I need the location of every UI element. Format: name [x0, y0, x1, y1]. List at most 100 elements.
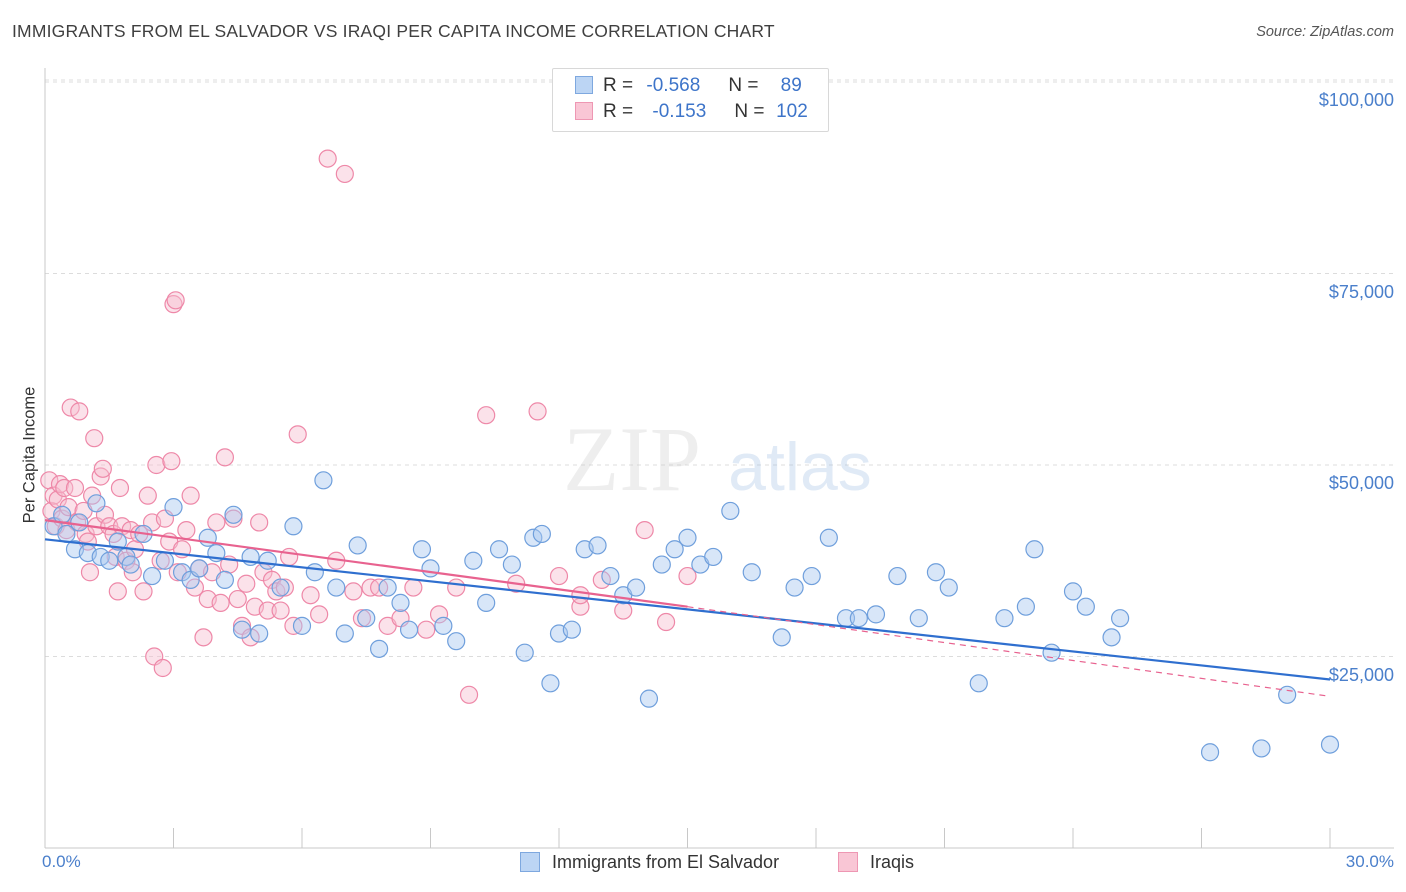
legend-n-value: 102	[776, 101, 808, 122]
iraqi-point	[275, 578, 294, 597]
gridlines	[45, 79, 1394, 657]
iraqi-point	[85, 429, 104, 448]
bottom-legend-swatch-blue	[520, 852, 540, 872]
el-salvador-point	[284, 517, 303, 536]
el-salvador-point	[665, 540, 684, 559]
iraqi-point	[288, 425, 307, 444]
iraqi-point	[177, 521, 196, 540]
el-salvador-point	[802, 566, 821, 586]
el-salvador-point	[626, 578, 646, 597]
iraqi-point	[318, 149, 337, 168]
el-salvador-point	[412, 540, 432, 559]
el-salvador-point	[190, 559, 209, 578]
legend-r-value: -0.568	[646, 75, 701, 96]
iraqi-point	[55, 478, 74, 498]
el-salvador-point	[562, 620, 581, 639]
el-salvador-point	[1025, 540, 1044, 559]
iraqi-point	[310, 605, 329, 624]
iraqi-point	[404, 578, 423, 597]
el-salvador-point	[588, 536, 607, 555]
iraqi-point	[656, 612, 676, 632]
el-salvador-point	[532, 524, 551, 544]
axes	[44, 68, 1394, 849]
iraqi-point	[528, 402, 547, 421]
y-tick-label: $50,000	[1328, 473, 1394, 493]
iraqi-point	[571, 586, 590, 605]
el-salvador-point	[464, 551, 483, 570]
iraqi-point	[65, 478, 85, 498]
legend-row-el-salvador: R = -0.568 N = 89	[575, 75, 802, 101]
watermark-zip: ZIP	[563, 408, 701, 510]
correlation-legend: R = -0.568 N = 89 R = -0.153 N = 102	[552, 68, 829, 132]
legend-n-label: N =	[734, 101, 765, 122]
iraqi-point	[181, 486, 200, 505]
el-salvador-point	[370, 639, 389, 658]
source-label: Source: ZipAtlas.com	[1256, 24, 1394, 40]
legend-r-label: R =	[603, 75, 634, 96]
el-salvador-point	[357, 609, 376, 628]
el-salvador-trend-line	[44, 538, 1331, 681]
el-salvador-point	[250, 624, 269, 643]
iraqi-point	[592, 570, 611, 590]
el-salvador-point	[164, 498, 183, 517]
iraqi-point	[80, 563, 100, 582]
el-salvador-point	[969, 674, 988, 693]
iraqi-point	[237, 574, 256, 593]
el-salvador-point	[121, 555, 140, 574]
el-salvador-point	[292, 616, 312, 635]
el-salvador-point	[100, 551, 119, 570]
iraqi-point	[224, 509, 243, 528]
iraqi-point	[162, 452, 181, 471]
iraqi-point	[344, 582, 363, 601]
el-salvador-point	[70, 513, 89, 532]
legend-row-iraqis: R = -0.153 N = 102	[575, 101, 808, 127]
iraqi-point	[280, 547, 299, 567]
iraqi-point	[70, 402, 89, 421]
el-salvador-point	[1063, 582, 1083, 601]
iraqi-point	[147, 455, 166, 475]
iraqi-point	[194, 628, 213, 647]
el-salvador-point	[314, 471, 333, 490]
bottom-legend-el-salvador: Immigrants from El Salvador	[520, 852, 779, 873]
x-tick-label-max: 30.0%	[1345, 852, 1394, 871]
y-tick-label: $25,000	[1328, 664, 1394, 685]
el-salvador-point	[772, 628, 791, 647]
bottom-legend-swatch-pink	[838, 852, 858, 872]
el-salvador-point	[721, 501, 740, 521]
bottom-legend-label: Iraqis	[870, 852, 915, 872]
el-salvador-point	[995, 609, 1014, 628]
iraqi-point	[153, 658, 172, 678]
iraqi-point	[93, 459, 112, 478]
iraqi-point	[335, 164, 354, 184]
el-salvador-point	[142, 566, 162, 586]
el-salvador-point	[91, 547, 110, 567]
el-salvador-point	[224, 505, 243, 524]
iraqi-point	[477, 406, 496, 425]
el-salvador-point	[652, 555, 671, 574]
iraqi-point	[134, 582, 153, 601]
iraqi-point	[215, 448, 234, 467]
el-salvador-point	[502, 555, 521, 574]
iraqi-point	[108, 582, 127, 601]
legend-swatch-pink	[575, 102, 593, 120]
el-salvador-point	[524, 528, 543, 547]
el-salvador-point	[215, 570, 234, 590]
el-salvador-point	[348, 536, 367, 555]
el-salvador-point	[258, 551, 277, 570]
el-salvador-point	[305, 563, 324, 582]
bottom-legend-iraqis: Iraqis	[838, 852, 914, 873]
el-salvador-point	[819, 528, 838, 547]
el-salvador-point	[704, 547, 723, 567]
el-salvador-point	[1111, 609, 1130, 628]
el-salvador-point	[601, 566, 620, 586]
iraqi-point	[250, 513, 269, 532]
el-salvador-point	[489, 540, 509, 559]
bottom-legend-label: Immigrants from El Salvador	[552, 852, 780, 872]
iraqi-point	[429, 605, 449, 624]
legend-r-value: -0.153	[652, 101, 707, 122]
iraqi-point	[447, 578, 466, 597]
el-salvador-point	[909, 609, 928, 628]
iraqi-point	[459, 685, 479, 704]
chart-title: IMMIGRANTS FROM EL SALVADOR VS IRAQI PER…	[12, 21, 775, 41]
